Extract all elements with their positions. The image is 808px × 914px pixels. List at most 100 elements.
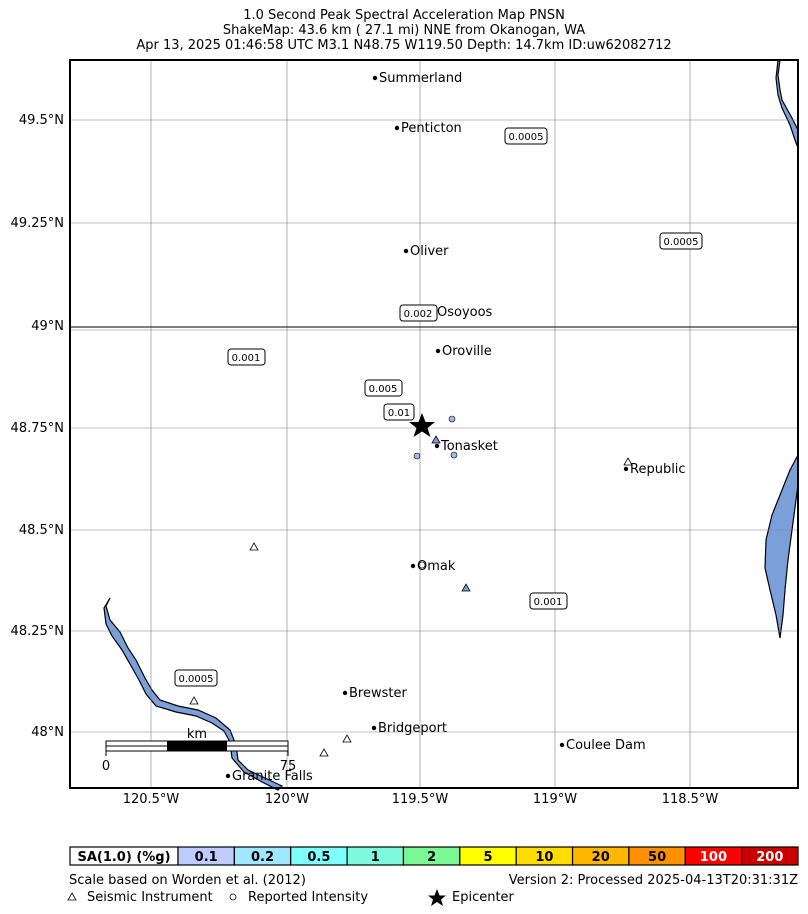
version-info: Version 2: Processed 2025-04-13T20:31:31… [508,873,798,888]
scale-bar-end: 75 [280,759,297,774]
colorbar-value: 200 [756,850,783,865]
reported-intensity-legend-icon [229,893,237,901]
colorbar-cell: 200 [741,846,799,866]
contour-label: 0.01 [383,403,415,421]
colorbar-value: 10 [535,850,553,865]
contour-label: 0.0005 [504,127,548,145]
map-subtitle: ShakeMap: 43.6 km ( 27.1 mi) NNE from Ok… [222,23,586,38]
svg-text:0.005: 0.005 [369,384,398,395]
reported-intensity-icon [418,561,426,569]
city-republic: Republic [623,462,686,477]
reported-intensity-icon [450,451,458,459]
lat-label-48-5: 48.5°N [19,523,64,538]
colorbar-cell: 5 [459,846,517,866]
lake-upper-right [775,59,799,149]
svg-text:Osoyoos: Osoyoos [437,305,493,320]
city-omak: Omak [410,559,456,574]
city-coulee-dam: Coulee Dam [559,738,646,753]
lat-label-49-25: 49.25°N [11,216,64,231]
reported-intensity-icon [448,415,456,423]
scale-bar: km 0 75 [102,727,296,774]
colorbar-cell: 0.5 [290,846,348,866]
colorbar-cell: 1 [346,846,405,866]
event-info: Apr 13, 2025 01:46:58 UTC M3.1 N48.75 W1… [136,38,672,53]
city-brewster: Brewster [342,686,407,701]
svg-text:Granite Falls: Granite Falls [232,769,313,784]
map-title: 1.0 Second Peak Spectral Acceleration Ma… [243,8,565,23]
svg-text:0.0005: 0.0005 [179,674,214,685]
seismic-instrument-icon [189,696,199,705]
contour-label: 0.001 [227,348,266,366]
city-summerland: Summerland [372,71,462,86]
epicenter-star-icon [409,413,435,437]
reported-intensity-icon [413,452,421,460]
colorbar-cell: 2 [402,846,461,866]
svg-text:Coulee Dam: Coulee Dam [566,738,646,753]
graticule [70,60,798,788]
city-penticton: Penticton [394,121,462,136]
svg-text:0.0005: 0.0005 [509,132,544,143]
colorbar-cell: 20 [571,846,630,866]
colorbar-value: 50 [648,850,666,865]
seismic-instrument-icon [431,435,441,444]
city-osoyoos: Osoyoos [437,305,493,320]
lat-label-48-75: 48.75°N [11,421,64,436]
svg-text:0.001: 0.001 [232,353,261,364]
lon-label-119: 119°W [533,792,577,807]
contour-label: 0.001 [529,592,568,610]
lat-label-49-5: 49.5°N [19,113,64,128]
svg-text:0.01: 0.01 [388,408,410,419]
colorbar-value: 20 [592,850,610,865]
seismic-instrument-icon [461,583,471,592]
colorbar-cell: 100 [684,846,743,866]
colorbar-value: 0.2 [251,850,274,865]
intensity-colorbar: SA(1.0) (%g) 0.1 0.2 0.5 1 2 5 10 20 50 100 200 [69,846,799,866]
svg-text:Penticton: Penticton [401,121,462,136]
legend-seismic-instrument: Seismic Instrument [87,890,213,905]
scale-bar-start: 0 [102,759,110,774]
seismic-instrument-icon [623,457,633,466]
city-granite-falls: Granite Falls [225,769,313,784]
colorbar-value: 0.1 [195,850,218,865]
svg-text:Tonasket: Tonasket [440,439,498,454]
colorbar-cell: 0.1 [177,846,235,866]
scale-bar-unit: km [187,727,207,742]
svg-text:Oliver: Oliver [410,244,449,259]
city-oliver: Oliver [403,244,449,259]
colorbar-cell: 0.2 [233,846,292,866]
lat-label-48: 48°N [31,725,64,740]
seismic-instrument-legend-icon [67,892,77,901]
colorbar-value: 2 [427,850,436,865]
contour-label: 0.0005 [174,669,218,687]
colorbar-value: 0.5 [307,850,330,865]
lon-label-120-5: 120.5°W [123,792,180,807]
svg-text:Bridgeport: Bridgeport [378,721,447,736]
legend-reported-intensity: Reported Intensity [248,890,369,905]
epicenter-legend-icon [428,889,446,906]
legend-epicenter: Epicenter [452,890,514,905]
svg-text:Summerland: Summerland [379,71,462,86]
city-oroville: Oroville [435,344,492,359]
svg-text:Republic: Republic [630,462,686,477]
svg-text:Omak: Omak [417,559,456,574]
colorbar-cell: 50 [628,846,686,866]
lon-label-119-5: 119.5°W [392,792,449,807]
colorbar-value: 1 [371,850,380,865]
svg-text:Oroville: Oroville [442,344,492,359]
seismic-instrument-icon [342,734,352,743]
svg-text:0.001: 0.001 [534,597,563,608]
seismic-instrument-icon [249,542,259,551]
svg-text:0.002: 0.002 [404,309,433,320]
lon-label-120: 120°W [265,792,309,807]
colorbar-value: 100 [700,850,727,865]
scale-note: Scale based on Worden et al. (2012) [69,873,306,888]
city-tonasket: Tonasket [434,439,498,454]
lat-label-48-25: 48.25°N [11,624,64,639]
contour-label: 0.0005 [659,232,703,250]
svg-text:0.0005: 0.0005 [664,237,699,248]
map-frame [69,59,799,789]
lon-label-118-5: 118.5°W [662,792,719,807]
lake-roosevelt [764,454,799,639]
svg-text:Brewster: Brewster [349,686,407,701]
